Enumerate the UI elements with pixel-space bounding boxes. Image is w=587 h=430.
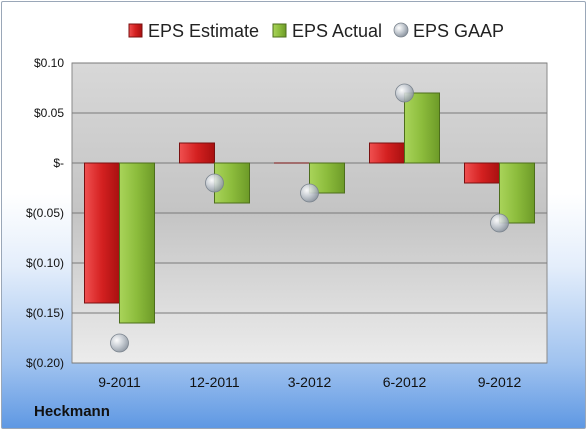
y-tick-label: $- [53, 156, 64, 170]
legend-label: EPS GAAP [413, 21, 504, 41]
y-tick-label: $(0.10) [26, 256, 64, 270]
y-axis-ticks: $0.10 $0.05 $- $(0.05) $(0.10) $(0.15) $(0.20) [26, 56, 64, 370]
eps-actual-bar [404, 92, 440, 164]
eps-estimate-bar [84, 162, 120, 304]
legend-actual-swatch [272, 23, 287, 38]
x-category-label: 12-2011 [189, 374, 240, 390]
eps-estimate-bar [369, 142, 405, 164]
bars [84, 92, 535, 324]
eps-gaap-marker [110, 333, 129, 353]
x-category-label: 9-2011 [98, 374, 141, 390]
legend-label: EPS Estimate [148, 21, 259, 41]
legend-estimate-swatch [128, 23, 143, 38]
eps-gaap-marker [490, 213, 509, 233]
company-name: Heckmann [34, 403, 110, 420]
eps-gaap-marker [300, 183, 319, 203]
eps-estimate-bar [179, 142, 215, 164]
y-tick-label: $0.10 [34, 56, 64, 70]
eps-estimate-bar [464, 162, 500, 184]
eps-actual-bar [499, 162, 535, 224]
x-category-label: 6-2012 [383, 374, 427, 390]
y-tick-label: $(0.15) [26, 306, 64, 320]
legend-label: EPS Actual [292, 21, 382, 41]
eps-gaap-marker [395, 83, 414, 103]
y-tick-label: $(0.05) [26, 206, 64, 220]
eps-actual-bar [119, 162, 155, 324]
x-category-label: 3-2012 [288, 374, 332, 390]
legend: EPS Estimate EPS Actual EPS GAAP [128, 21, 504, 41]
legend-gaap-swatch [393, 22, 409, 38]
y-tick-label: $0.05 [34, 106, 64, 120]
x-axis-categories: 9-2011 12-2011 3-2012 6-2012 9-2012 [98, 374, 521, 390]
y-tick-label: $(0.20) [26, 356, 64, 370]
eps-gaap-marker [205, 173, 224, 193]
gaap-markers [110, 83, 509, 353]
x-category-label: 9-2012 [478, 374, 522, 390]
